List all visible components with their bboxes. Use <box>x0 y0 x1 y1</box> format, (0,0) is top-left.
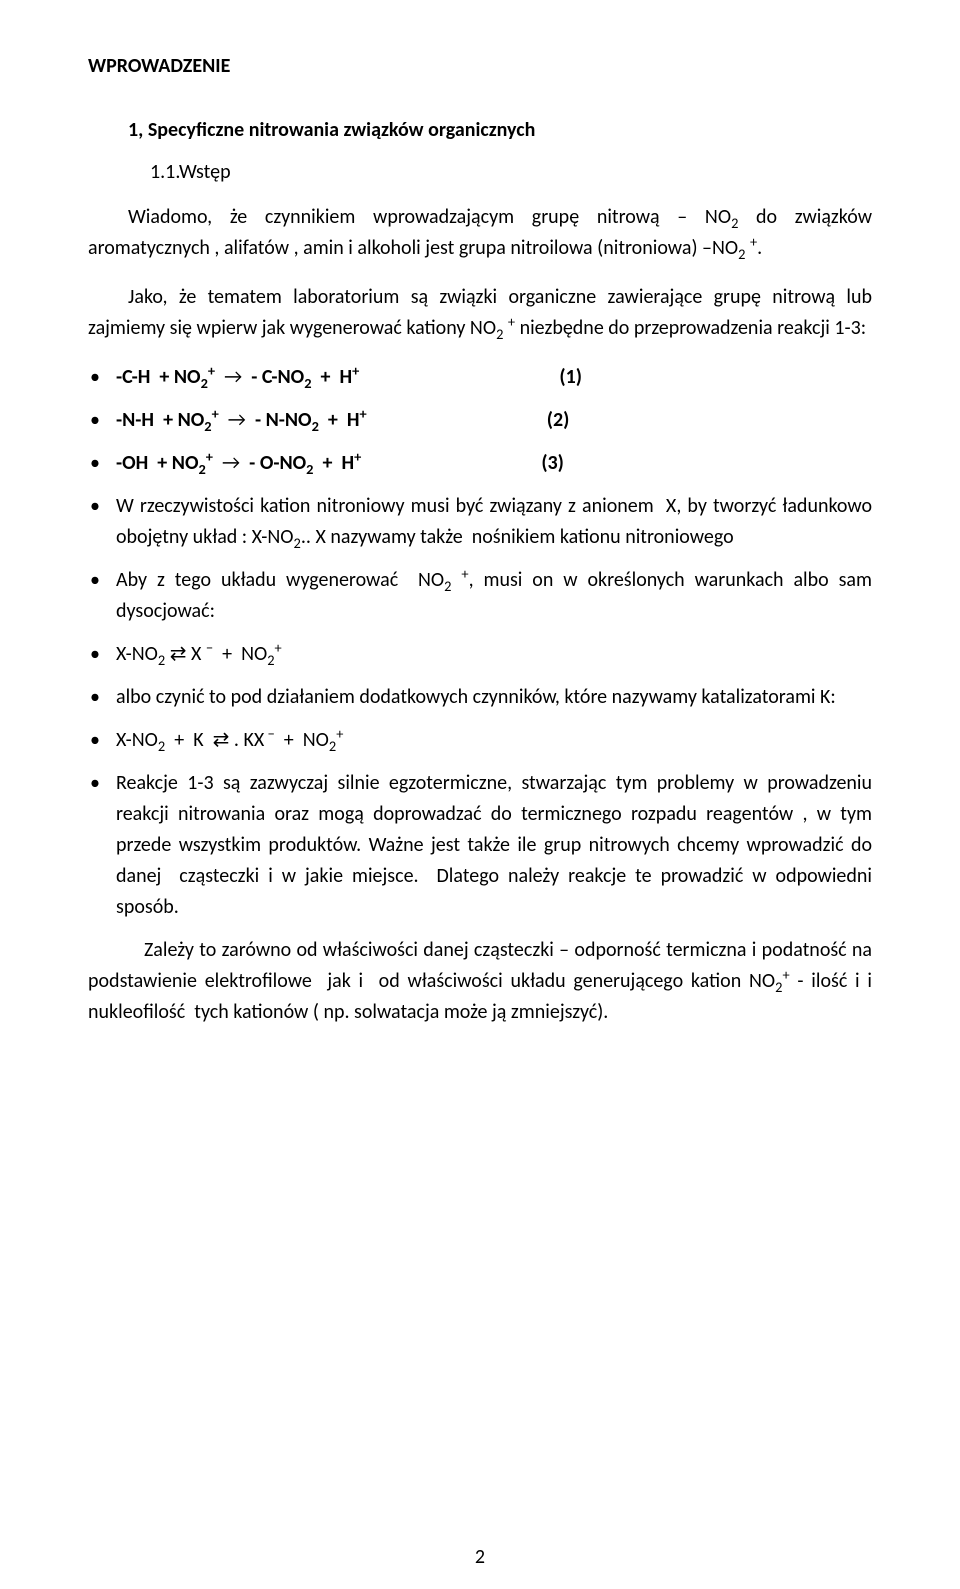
equation-1: -C-H + NO2+ → - C-NO2 + H+ (1) <box>88 362 872 393</box>
equation-dissociation-1: X-NO2 ⇄ X − + NO2+ <box>88 639 872 670</box>
section-1-1-label: 1.1.Wstęp <box>150 160 872 184</box>
page: WPROWADZENIE 1, Specyficzne nitrowania z… <box>0 0 960 1589</box>
intro-paragraph-2: Jako, że tematem laboratorium są związki… <box>88 282 872 344</box>
bullet-reakcje: Reakcje 1-3 są zazwyczaj silnie egzoterm… <box>88 768 872 923</box>
page-number: 2 <box>0 1545 960 1569</box>
bullet-aby: Aby z tego układu wygenerować NO2 +, mus… <box>88 565 872 627</box>
equation-dissociation-2: X-NO2 + K ⇄ . KX − + NO2+ <box>88 725 872 756</box>
paragraph-zalezy: Zależy to zarówno od właściwości danej c… <box>88 935 872 1028</box>
equation-2-body: -N-H + NO2+ → - N-NO2 + H+ <box>116 405 367 436</box>
equation-3-body: -OH + NO2+ → - O-NO2 + H+ <box>116 448 361 479</box>
doc-title: WPROWADZENIE <box>88 54 872 78</box>
bullet-albo: albo czynić to pod działaniem dodatkowyc… <box>88 682 872 713</box>
bullet-rzeczywistosci: W rzeczywistości kation nitroniowy musi … <box>88 491 872 553</box>
equation-1-body: -C-H + NO2+ → - C-NO2 + H+ <box>116 362 359 393</box>
intro-paragraph-1: Wiadomo, że czynnikiem wprowadzającym gr… <box>88 202 872 264</box>
equation-list: -C-H + NO2+ → - C-NO2 + H+ (1) -N-H + NO… <box>88 362 872 923</box>
section-1-title: 1, Specyficzne nitrowania związków organ… <box>128 118 872 142</box>
equation-3: -OH + NO2+ → - O-NO2 + H+ (3) <box>88 448 872 479</box>
equation-2: -N-H + NO2+ → - N-NO2 + H+ (2) <box>88 405 872 436</box>
equation-3-number: (3) <box>541 448 564 479</box>
equation-1-number: (1) <box>559 362 582 393</box>
equation-2-number: (2) <box>547 405 570 436</box>
